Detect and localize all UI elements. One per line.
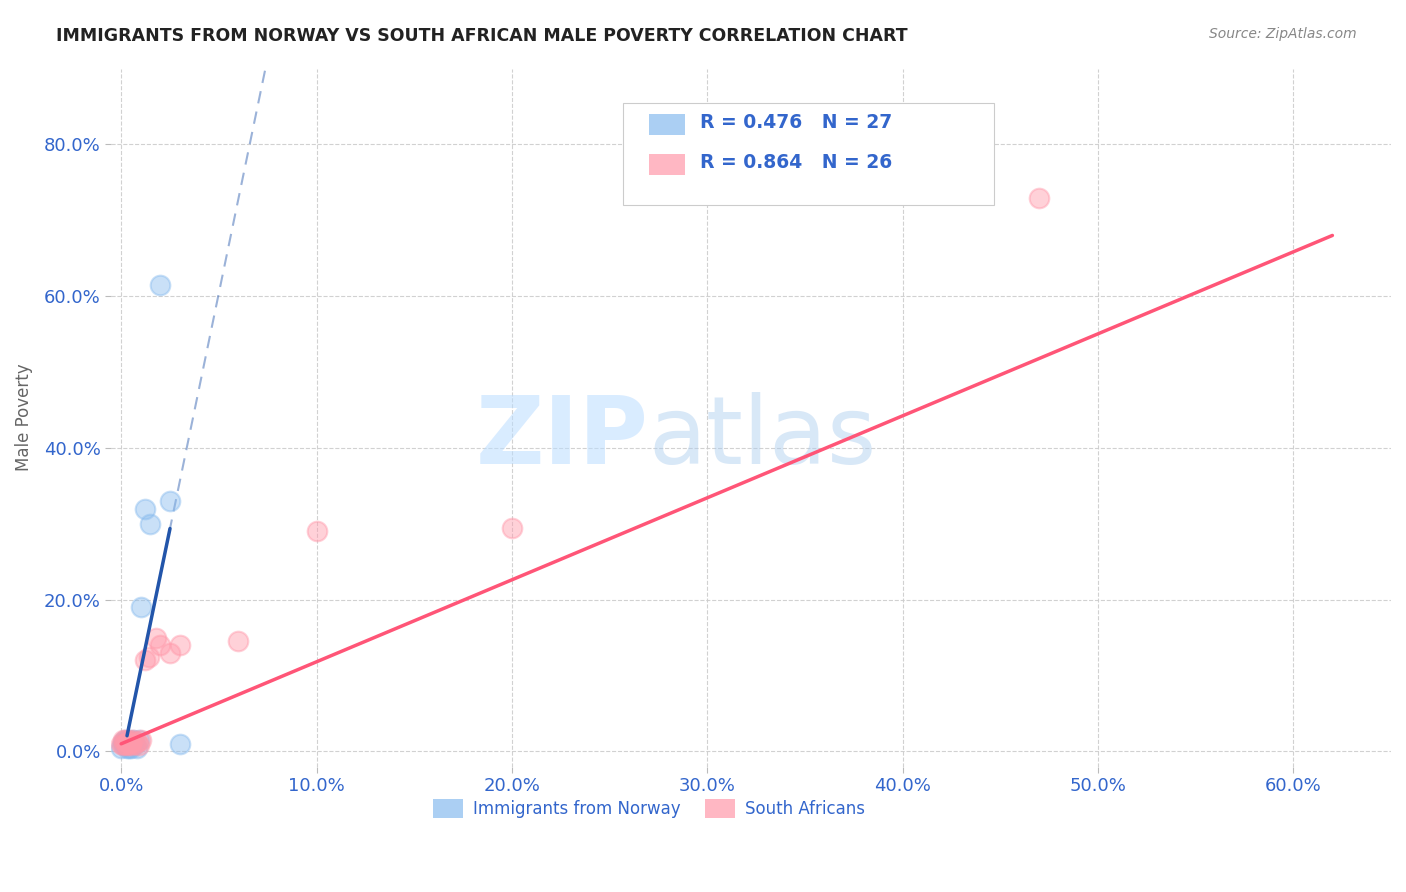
- Point: [159, 646, 181, 660]
- Point: [128, 733, 150, 747]
- Point: [115, 735, 138, 749]
- Point: [122, 737, 145, 751]
- Point: [118, 733, 141, 747]
- Point: [114, 737, 136, 751]
- Point: [114, 733, 136, 747]
- Point: [115, 735, 138, 749]
- Point: [115, 740, 138, 755]
- Point: [118, 740, 141, 755]
- Text: Source: ZipAtlas.com: Source: ZipAtlas.com: [1209, 27, 1357, 41]
- Point: [120, 735, 142, 749]
- Point: [134, 653, 156, 667]
- Point: [115, 737, 138, 751]
- Point: [122, 733, 145, 747]
- Point: [118, 737, 141, 751]
- Text: R = 0.476   N = 27: R = 0.476 N = 27: [700, 113, 893, 133]
- Text: R = 0.864   N = 26: R = 0.864 N = 26: [700, 153, 893, 172]
- Point: [125, 735, 148, 749]
- Point: [115, 739, 138, 753]
- Point: [112, 735, 135, 749]
- Point: [138, 649, 160, 664]
- Point: [134, 501, 156, 516]
- Point: [1028, 190, 1050, 204]
- Point: [228, 634, 250, 648]
- Point: [122, 733, 145, 747]
- Point: [112, 733, 135, 747]
- Point: [110, 737, 132, 751]
- Point: [124, 737, 146, 751]
- Point: [124, 737, 146, 751]
- Point: [114, 739, 136, 753]
- Text: atlas: atlas: [648, 392, 877, 484]
- Point: [169, 737, 191, 751]
- Point: [115, 739, 138, 753]
- Point: [112, 739, 135, 753]
- Point: [501, 520, 523, 534]
- Text: IMMIGRANTS FROM NORWAY VS SOUTH AFRICAN MALE POVERTY CORRELATION CHART: IMMIGRANTS FROM NORWAY VS SOUTH AFRICAN …: [56, 27, 908, 45]
- Point: [114, 735, 136, 749]
- Point: [149, 277, 172, 292]
- Point: [120, 740, 142, 755]
- FancyBboxPatch shape: [648, 114, 685, 135]
- Point: [145, 631, 167, 645]
- Point: [125, 740, 148, 755]
- Point: [128, 739, 150, 753]
- Point: [120, 739, 142, 753]
- Point: [149, 638, 172, 652]
- Point: [118, 737, 141, 751]
- Point: [169, 638, 191, 652]
- Point: [139, 516, 162, 531]
- Point: [110, 740, 132, 755]
- Point: [120, 735, 142, 749]
- Point: [305, 524, 328, 539]
- Point: [129, 600, 152, 615]
- FancyBboxPatch shape: [623, 103, 994, 204]
- Point: [118, 733, 141, 747]
- Legend: Immigrants from Norway, South Africans: Immigrants from Norway, South Africans: [426, 792, 872, 824]
- Point: [120, 739, 142, 753]
- Text: ZIP: ZIP: [477, 392, 648, 484]
- Y-axis label: Male Poverty: Male Poverty: [15, 364, 32, 471]
- Point: [159, 494, 181, 508]
- Point: [114, 733, 136, 747]
- FancyBboxPatch shape: [648, 154, 685, 176]
- Point: [129, 733, 152, 747]
- Point: [112, 737, 135, 751]
